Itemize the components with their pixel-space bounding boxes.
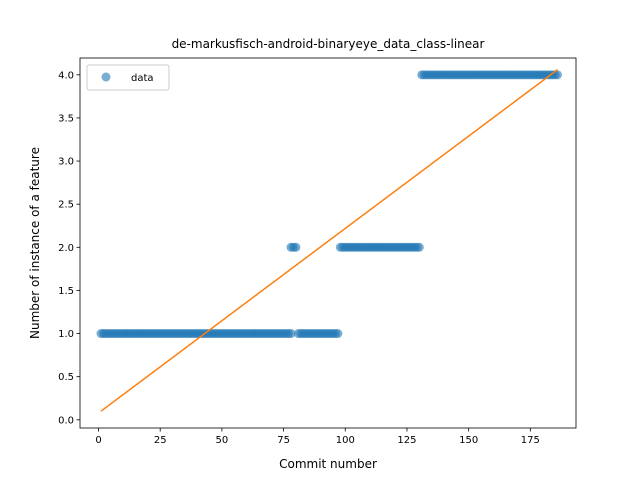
y-tick-label: 2.5: [58, 200, 74, 211]
x-tick-label: 50: [216, 435, 229, 446]
scatter-point: [333, 329, 343, 339]
y-tick-label: 2.0: [58, 243, 74, 254]
plot-frame: [79, 57, 577, 429]
x-tick-label: 175: [521, 435, 540, 446]
chart-title: de-markusfisch-android-binaryeye_data_cl…: [172, 37, 485, 51]
data-layer: [96, 69, 562, 412]
linear-fit-line: [100, 69, 558, 412]
axes-layer: 0 25 50 75 100 125 150 175 0.0 0.5 1.0 1.5 2.0 2.5 3.0…: [58, 57, 577, 446]
y-axis-label: Number of instance of a feature: [28, 147, 42, 339]
x-tick-label: 25: [154, 435, 167, 446]
scatter-point: [414, 242, 424, 252]
scatter-point: [552, 70, 562, 80]
x-tick-label: 75: [277, 435, 290, 446]
y-tick-label: 1.0: [58, 329, 74, 340]
y-tick-label: 4.0: [58, 70, 74, 81]
scatter-point: [286, 329, 296, 339]
scatter-point: [291, 242, 301, 252]
y-tick-label: 1.5: [58, 286, 74, 297]
x-axis-label: Commit number: [279, 457, 377, 471]
x-tick-label: 150: [459, 435, 478, 446]
legend-label-data: data: [131, 73, 154, 84]
legend-frame: [86, 64, 170, 91]
x-tick-label: 0: [95, 435, 101, 446]
legend-marker-data: [101, 72, 111, 82]
y-tick-label: 3.0: [58, 157, 74, 168]
legend: data: [86, 64, 170, 91]
y-tick-label: 0.0: [58, 415, 74, 426]
y-tick-label: 3.5: [58, 113, 74, 124]
x-tick-label: 125: [397, 435, 416, 446]
y-tick-label: 0.5: [58, 372, 74, 383]
x-tick-label: 100: [336, 435, 355, 446]
